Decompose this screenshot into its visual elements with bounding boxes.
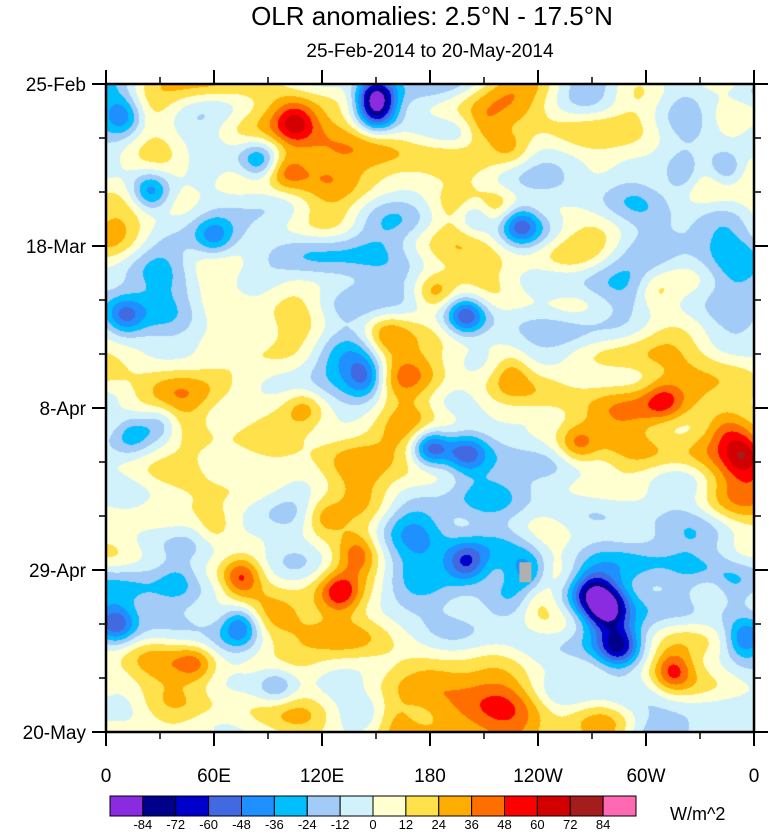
missing-data-patch <box>519 562 532 583</box>
colorbar-label: 0 <box>369 817 376 832</box>
colorbar-label: 24 <box>432 817 446 832</box>
colorbar-swatch <box>569 795 604 817</box>
x-tick-label: 60W <box>626 766 665 787</box>
x-tick-label: 120W <box>513 766 563 787</box>
x-axis: 0 60E 120E 180 120W 60W 0 <box>101 70 760 787</box>
colorbar-label: 72 <box>563 817 577 832</box>
colorbar-swatch <box>438 795 473 817</box>
colorbar-label: 60 <box>530 817 544 832</box>
colorbar-swatch <box>142 795 177 817</box>
y-tick-label: 8-Apr <box>40 399 87 420</box>
chart-title: OLR anomalies: 2.5°N - 17.5°N <box>251 1 613 31</box>
x-tick-label: 60E <box>197 766 231 787</box>
colorbar-label: 12 <box>399 817 413 832</box>
colorbar-label: -60 <box>199 817 218 832</box>
colorbar-swatch <box>273 795 308 817</box>
colorbar-label: -12 <box>331 817 350 832</box>
colorbar-swatch <box>208 795 242 817</box>
anomaly-field <box>106 84 754 732</box>
y-axis: 25-Feb 18-Mar 8-Apr 29-Apr 20-May <box>23 75 768 744</box>
x-tick-label: 180 <box>414 766 446 787</box>
colorbar-label: -72 <box>166 817 185 832</box>
units-label: W/m^2 <box>670 804 725 824</box>
chart-subtitle: 25-Feb-2014 to 20-May-2014 <box>306 41 554 62</box>
colorbar-label: -84 <box>133 817 152 832</box>
y-tick-label: 18-Mar <box>26 237 87 258</box>
colorbar: -84 -72 -60 -48 -36 -24 -12 0 12 24 36 48 60 72 84 <box>109 795 637 832</box>
colorbar-label: -48 <box>232 817 251 832</box>
colorbar-swatch <box>306 795 341 817</box>
colorbar-swatch <box>175 795 210 817</box>
y-tick-label: 20-May <box>23 723 87 744</box>
colorbar-swatch <box>602 795 637 817</box>
y-tick-label: 29-Apr <box>29 561 87 582</box>
y-tick-label: 25-Feb <box>26 75 86 96</box>
colorbar-swatch <box>339 795 374 817</box>
colorbar-label: 48 <box>497 817 511 832</box>
colorbar-swatch <box>109 795 144 817</box>
colorbar-swatch <box>241 795 275 817</box>
colorbar-swatch <box>372 795 407 817</box>
x-tick-label: 0 <box>749 766 760 787</box>
x-tick-label: 0 <box>101 766 112 787</box>
x-tick-label: 120E <box>300 766 344 787</box>
colorbar-label: 84 <box>596 817 610 832</box>
colorbar-label: -36 <box>265 817 284 832</box>
colorbar-label: -24 <box>298 817 317 832</box>
colorbar-swatch <box>504 795 538 817</box>
colorbar-swatch <box>405 795 440 817</box>
colorbar-swatch <box>536 795 571 817</box>
colorbar-label: 36 <box>464 817 478 832</box>
colorbar-swatch <box>471 795 505 817</box>
plot-area <box>106 84 754 732</box>
